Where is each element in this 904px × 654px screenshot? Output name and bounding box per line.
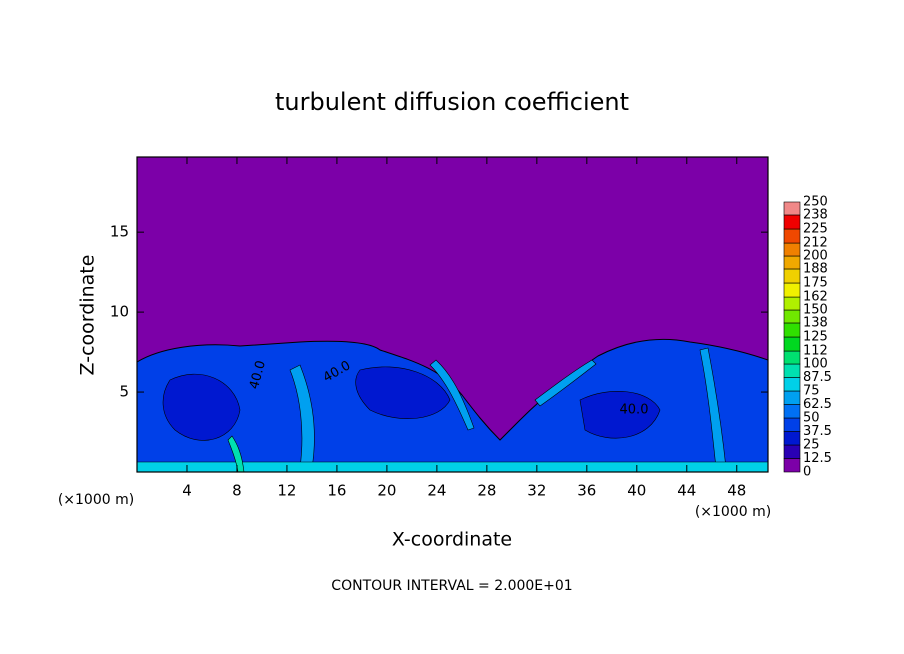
x-unit: (×1000 m) [695,504,771,520]
colorbar-label: 125 [803,330,828,345]
colorbar-swatch [783,458,801,473]
colorbar-swatch [783,309,801,324]
colorbar-label: 150 [803,303,828,318]
colorbar-swatch [783,390,801,405]
colorbar-swatch [783,255,801,270]
plot-frame [136,156,769,473]
field-region [429,359,475,431]
colorbar-label: 212 [803,236,828,251]
x-tick-label: 4 [182,482,192,500]
colorbar-swatch [783,431,801,446]
field [136,157,769,473]
colorbar-swatch [783,417,801,432]
colorbar-label: 12.5 [803,451,832,466]
colorbar-label: 0 [803,465,811,480]
y-axis-label: Z-coordinate [77,255,99,376]
colorbar-label: 87.5 [803,370,832,385]
colorbar-label: 200 [803,249,828,264]
x-tick-label: 24 [427,482,446,500]
colorbar-swatch [783,322,801,338]
colorbar-label: 37.5 [803,424,832,439]
colorbar-label: 175 [803,276,828,291]
field-region [579,390,661,439]
colorbar-label: 250 [803,195,828,210]
x-tick-label: 20 [377,482,396,500]
colorbar-label: 238 [803,207,828,222]
colorbar-swatch [783,363,801,378]
colorbar-label: 225 [803,222,828,237]
x-tick-label: 12 [277,482,296,500]
colorbar-swatch [783,242,801,257]
colorbar-label: 112 [803,344,828,359]
colorbar-swatch [783,201,801,216]
colorbar-label: 75 [803,384,820,399]
x-tick-label: 28 [477,482,496,500]
y-tick-label: 15 [110,223,129,241]
colorbar-label: 162 [803,290,828,305]
chart-title: turbulent diffusion coefficient [275,88,629,116]
x-tick-label: 32 [527,482,546,500]
colorbar-label: 50 [803,411,820,426]
y-unit: (×1000 m) [58,492,134,508]
x-tick-label: 48 [727,482,746,500]
contour-label: 40.0 [247,359,269,391]
colorbar-swatch [783,228,801,244]
colorbar-swatch [783,282,801,298]
x-tick-label: 36 [577,482,596,500]
colorbar-swatch [783,404,801,419]
colorbar-swatch [783,377,801,392]
y-tick-label: 5 [119,383,129,401]
colorbar-swatch [783,350,801,365]
colorbar-swatch [783,444,801,459]
y-tick-label: 10 [110,303,129,321]
footer: CONTOUR INTERVAL = 2.000E+01 [331,578,572,594]
contour-label: 40.0 [620,403,649,418]
field-region [136,461,769,473]
colorbar-swatch [783,296,801,311]
x-axis-label: X-coordinate [392,529,512,551]
colorbar-label: 62.5 [803,397,832,412]
colorbar-label: 188 [803,261,828,276]
colorbar-label: 25 [803,438,820,453]
x-tick-label: 40 [627,482,646,500]
x-tick-label: 8 [232,482,242,500]
field-region [534,359,597,407]
colorbar-swatch [783,214,801,230]
colorbar-swatch [783,336,801,352]
field-region [162,373,241,441]
x-tick-label: 44 [677,482,696,500]
colorbar-label: 100 [803,357,828,372]
colorbar-label: 138 [803,315,828,330]
x-tick-label: 16 [327,482,346,500]
colorbar-swatch [783,268,801,284]
field-region [355,366,451,420]
